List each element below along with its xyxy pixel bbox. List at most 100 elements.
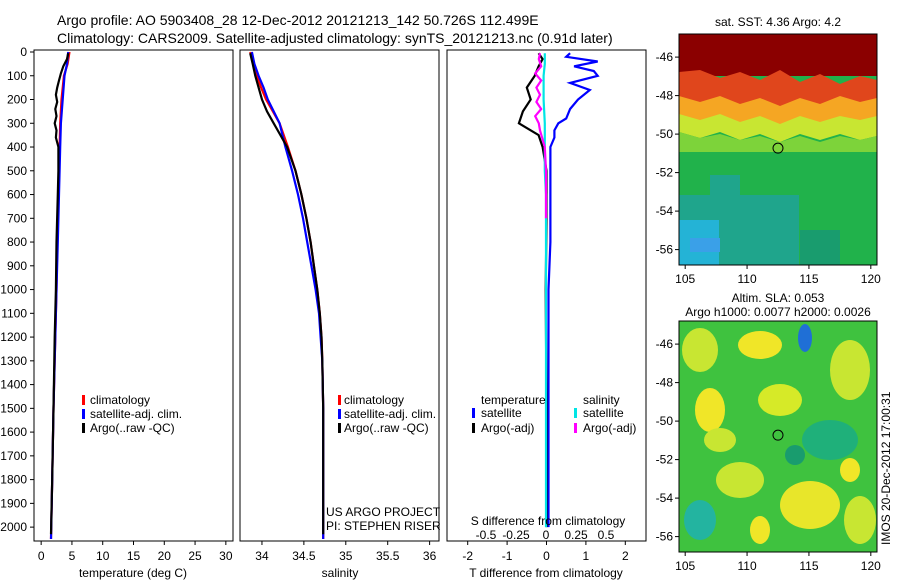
y-tick-label: -54 xyxy=(656,204,674,218)
sst-heatmap xyxy=(679,34,877,265)
x-tick-label: -1 xyxy=(502,549,513,563)
salinity-axes-frame xyxy=(239,49,440,542)
legend-swatch-t-argo xyxy=(472,423,475,433)
series-line-argo-adj xyxy=(533,52,548,219)
y-tick-label: 1600 xyxy=(0,425,27,439)
float-position-marker xyxy=(772,429,784,441)
x-tick-label: 34 xyxy=(255,549,269,563)
x-tick-label: 10 xyxy=(96,549,110,563)
y-tick-label: -56 xyxy=(656,243,674,257)
y-tick-label: 700 xyxy=(7,211,27,225)
x-tick-label: 35.5 xyxy=(376,549,400,563)
sla-map-axes: 105 110 115 120 -46 -48 -50 -52 -54 -56 xyxy=(656,337,881,573)
y-tick-label: 300 xyxy=(7,116,27,130)
t-difference-x-label: T difference from climatology xyxy=(469,566,623,580)
y-tick-label: -50 xyxy=(656,127,674,141)
x-tick-label: 0 xyxy=(543,549,550,563)
legend-title-salinity: salinity xyxy=(583,393,620,407)
series-line-argo-raw-qc xyxy=(49,52,70,535)
y-tick-label: 1000 xyxy=(0,283,27,297)
temperature-legend: climatology satellite-adj. clim. Argo(..… xyxy=(82,393,182,435)
y-tick-label: 1700 xyxy=(0,449,27,463)
legend-title-temperature: temperature xyxy=(481,393,546,407)
salinity-series xyxy=(249,51,325,539)
figure-title-line-1: Argo profile: AO 5903408_28 12-Dec-2012 … xyxy=(57,12,539,28)
y-tick-label: 800 xyxy=(7,235,27,249)
y-tick-label: -48 xyxy=(656,376,674,390)
top-tick-label: 0.25 xyxy=(564,528,588,542)
legend-label-t-satellite: satellite xyxy=(481,406,522,420)
y-tick-label: -48 xyxy=(656,89,674,103)
legend-label-s-argo: Argo(-adj) xyxy=(583,421,636,435)
series-line-argo-raw-qc xyxy=(249,52,325,535)
salinity-x-label: salinity xyxy=(322,566,359,580)
legend-swatch-satellite xyxy=(82,409,85,419)
x-tick-label: 20 xyxy=(158,549,172,563)
float-position-marker xyxy=(772,142,784,154)
legend-label-satellite: satellite-adj. clim. xyxy=(90,407,182,421)
salinity-panel: 34 34.5 35 35.5 36 salinity climatology sate… xyxy=(239,49,441,580)
y-tick-label: -46 xyxy=(656,50,674,64)
salinity-legend: climatology satellite-adj. clim. Argo(..… xyxy=(338,393,436,435)
temperature-series xyxy=(49,51,71,540)
legend-swatch-argo xyxy=(82,423,85,433)
difference-x-axis: -2 -1 0 1 2 xyxy=(462,541,629,563)
y-tick-label: 1400 xyxy=(0,378,27,392)
y-tick-label: 500 xyxy=(7,164,27,178)
sst-map-axes: 105 110 115 120 -46 -48 -50 -52 -54 -56 xyxy=(656,50,881,286)
x-tick-label: 120 xyxy=(861,272,881,286)
y-tick-label: -56 xyxy=(656,530,674,544)
sla-map-subtitle: Argo h1000: 0.0077 h2000: 0.0026 xyxy=(685,305,871,319)
y-tick-label: 0 xyxy=(20,45,27,59)
x-tick-label: 105 xyxy=(675,559,695,573)
sla-heatmap xyxy=(679,321,877,552)
temperature-axes-frame xyxy=(33,49,234,542)
temperature-x-axis: 0 5 10 15 20 25 30 xyxy=(38,541,233,563)
sst-map-title: sat. SST: 4.36 Argo: 4.2 xyxy=(715,15,841,29)
x-tick-label: -2 xyxy=(462,549,473,563)
y-tick-label: 400 xyxy=(7,140,27,154)
legend-swatch-t-satellite xyxy=(472,408,475,418)
legend-label-s-satellite: satellite xyxy=(583,406,624,420)
y-tick-label: 1900 xyxy=(0,496,27,510)
sst-map-panel: sat. SST: 4.36 Argo: 4.2 105 110 115 120 -46… xyxy=(656,15,881,286)
y-tick-label: 900 xyxy=(7,259,27,273)
legend-label-climatology: climatology xyxy=(90,393,150,407)
series-line-satellite xyxy=(542,53,548,528)
salinity-difference-scale: -0.5 -0.25 0 0.25 0.5 xyxy=(476,528,615,542)
legend-label-climatology: climatology xyxy=(344,393,404,407)
series-line-satellite xyxy=(547,52,600,528)
y-tick-label: 1500 xyxy=(0,401,27,415)
depth-axis: 0 100 200 300 400 500 600 700 800 900 1000 1100 1200… xyxy=(0,45,34,534)
legend-swatch-climatology xyxy=(338,395,341,405)
x-tick-label: 5 xyxy=(69,549,76,563)
difference-legend: temperature salinity satellite Argo(-adj… xyxy=(472,393,636,435)
y-tick-label: 1800 xyxy=(0,473,27,487)
legend-swatch-s-argo xyxy=(574,423,577,433)
y-tick-label: 1200 xyxy=(0,330,27,344)
y-tick-label: -46 xyxy=(656,337,674,351)
x-tick-label: 30 xyxy=(219,549,233,563)
legend-swatch-s-satellite xyxy=(574,408,577,418)
x-tick-label: 110 xyxy=(737,272,756,286)
sla-map-panel: Altim. SLA: 0.053 Argo h1000: 0.0077 h20… xyxy=(656,291,893,573)
imos-timestamp-label: IMOS 20-Dec-2012 17:00:31 xyxy=(879,391,893,545)
x-tick-label: 115 xyxy=(799,272,818,286)
x-tick-label: 1 xyxy=(583,549,590,563)
y-tick-label: -54 xyxy=(656,491,674,505)
top-tick-label: 0.5 xyxy=(598,528,615,542)
x-tick-label: 34.5 xyxy=(292,549,316,563)
temperature-x-label: temperature (deg C) xyxy=(79,566,187,580)
top-tick-label: -0.5 xyxy=(476,528,497,542)
difference-series xyxy=(517,52,600,528)
y-tick-label: -52 xyxy=(656,166,674,180)
temperature-panel: 0100200300400500600700800900100011001200… xyxy=(0,45,234,580)
top-tick-label: -0.25 xyxy=(502,528,530,542)
figure-title-line-2: Climatology: CARS2009. Satellite-adjuste… xyxy=(57,30,613,46)
y-tick-label: 600 xyxy=(7,188,27,202)
top-tick-label: 0 xyxy=(543,528,550,542)
legend-swatch-satellite xyxy=(338,409,341,419)
legend-label-argo: Argo(..raw -QC) xyxy=(344,421,429,435)
difference-panel: -2 -1 0 1 2 -0.5 -0.25 0 0.25 0.5 T difference f… xyxy=(446,49,647,580)
